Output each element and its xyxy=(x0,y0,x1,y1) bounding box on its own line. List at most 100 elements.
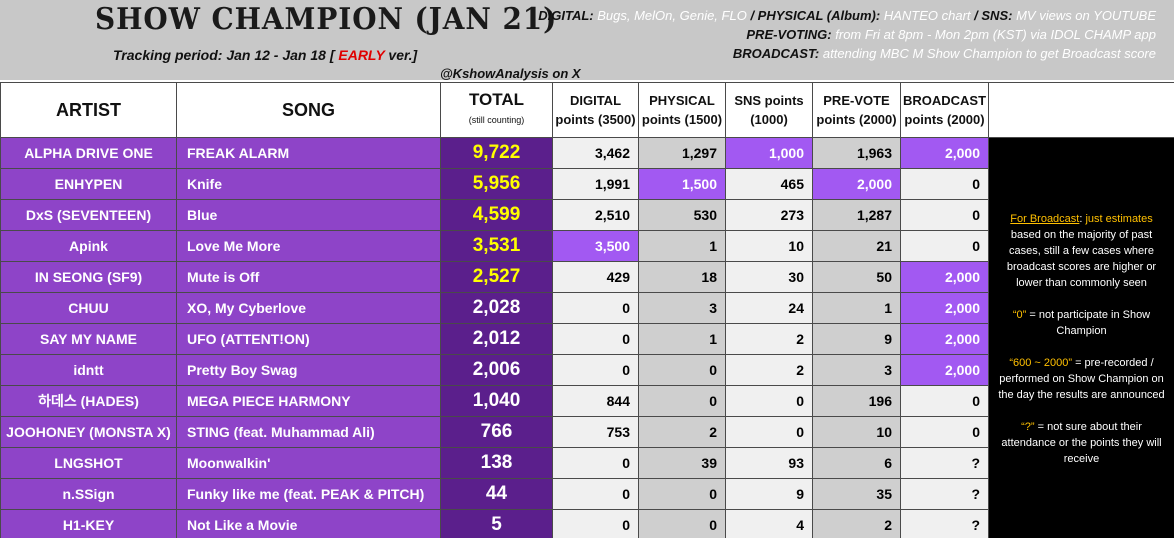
prevote-cell: 6 xyxy=(812,447,901,479)
table-header-row: ARTIST SONG TOTAL (still counting) DIGIT… xyxy=(0,82,1174,138)
prevote-cell: 2,000 xyxy=(812,168,901,200)
prevote-cell: 1,287 xyxy=(812,199,901,231)
col-sns: SNS points (1000) xyxy=(725,82,813,138)
digital-cell: 1,991 xyxy=(552,168,639,200)
song-cell: Moonwalkin' xyxy=(176,447,441,479)
artist-cell: CHUU xyxy=(0,292,177,324)
broadcast-cell: 2,000 xyxy=(900,323,989,355)
digital-value: Bugs, MelOn, Genie, FLO xyxy=(597,8,747,23)
table-row: CHUU XO, My Cyberlove 2,028 0 3 24 1 2,0… xyxy=(0,292,1174,324)
note-zero-text: = not participate in Show Champion xyxy=(1029,309,1151,337)
song-cell: Funky like me (feat. PEAK & PITCH) xyxy=(176,478,441,510)
table-row: DxS (SEVENTEEN) Blue 4,599 2,510 530 273… xyxy=(0,199,1174,231)
header-banner: SHOW CHAMPION (JAN 21) Tracking period: … xyxy=(0,0,1174,81)
physical-cell: 39 xyxy=(638,447,726,479)
artist-cell: idntt xyxy=(0,354,177,386)
note-colon: : xyxy=(1079,213,1083,225)
note-for-broadcast: For Broadcast xyxy=(1010,213,1080,225)
physical-cell: 1,500 xyxy=(638,168,726,200)
physical-cell: 3 xyxy=(638,292,726,324)
page-title: SHOW CHAMPION (JAN 21) xyxy=(95,2,558,37)
song-cell: STING (feat. Muhammad Ali) xyxy=(176,416,441,448)
prevote-cell: 35 xyxy=(812,478,901,510)
early-label: EARLY xyxy=(338,47,385,63)
col-prevote: PRE-VOTE points (2000) xyxy=(812,82,901,138)
sns-cell: 9 xyxy=(725,478,813,510)
col-broadcast: BROADCAST points (2000) xyxy=(900,82,989,138)
prevoting-value: from Fri at 8pm - Mon 2pm (KST) via IDOL… xyxy=(835,27,1156,42)
table-row: SAY MY NAME UFO (ATTENT!ON) 2,012 0 1 2 … xyxy=(0,323,1174,355)
artist-cell: ALPHA DRIVE ONE xyxy=(0,137,177,169)
physical-cell: 2 xyxy=(638,416,726,448)
sns-value: MV views on YOUTUBE xyxy=(1016,8,1156,23)
artist-cell: IN SEONG (SF9) xyxy=(0,261,177,293)
info-line-sources: DIGITAL: Bugs, MelOn, Genie, FLO / PHYSI… xyxy=(538,6,1156,25)
broadcast-cell: 0 xyxy=(900,230,989,262)
broadcast-cell: ? xyxy=(900,478,989,510)
artist-cell: ENHYPEN xyxy=(0,168,177,200)
note-zero-key: “0” xyxy=(1012,309,1027,321)
sns-cell: 0 xyxy=(725,385,813,417)
artist-cell: H1-KEY xyxy=(0,509,177,538)
artist-cell: Apink xyxy=(0,230,177,262)
info-line-prevoting: PRE-VOTING: from Fri at 8pm - Mon 2pm (K… xyxy=(538,25,1156,44)
broadcast-cell: 2,000 xyxy=(900,292,989,324)
sns-cell: 93 xyxy=(725,447,813,479)
prevoting-label: PRE-VOTING: xyxy=(746,27,832,42)
note-q-key: “?” xyxy=(1021,421,1035,433)
broadcast-cell: 0 xyxy=(900,385,989,417)
total-cell: 2,006 xyxy=(440,354,553,386)
scoring-info: DIGITAL: Bugs, MelOn, Genie, FLO / PHYSI… xyxy=(538,6,1156,63)
note-range-key: “600 ~ 2000” xyxy=(1009,357,1073,369)
table-row: H1-KEY Not Like a Movie 5 0 0 4 2 ? xyxy=(0,509,1174,538)
total-cell: 138 xyxy=(440,447,553,479)
sns-cell: 2 xyxy=(725,354,813,386)
col-physical: PHYSICAL points (1500) xyxy=(638,82,726,138)
tracking-suffix: ver.] xyxy=(388,47,418,63)
sns-cell: 24 xyxy=(725,292,813,324)
song-cell: Love Me More xyxy=(176,230,441,262)
physical-cell: 1,297 xyxy=(638,137,726,169)
digital-cell: 3,462 xyxy=(552,137,639,169)
prevote-cell: 50 xyxy=(812,261,901,293)
prevote-cell: 196 xyxy=(812,385,901,417)
physical-cell: 0 xyxy=(638,509,726,538)
sns-cell: 10 xyxy=(725,230,813,262)
digital-cell: 0 xyxy=(552,354,639,386)
table-row: JOOHONEY (MONSTA X) STING (feat. Muhamma… xyxy=(0,416,1174,448)
song-cell: Mute is Off xyxy=(176,261,441,293)
score-table: ARTIST SONG TOTAL (still counting) DIGIT… xyxy=(0,82,1174,538)
physical-cell: 530 xyxy=(638,199,726,231)
total-cell: 4,599 xyxy=(440,199,553,231)
note-estimates-text: based on the majority of past cases, sti… xyxy=(1006,229,1157,289)
artist-cell: SAY MY NAME xyxy=(0,323,177,355)
physical-label: / PHYSICAL (Album): xyxy=(750,8,881,23)
broadcast-cell: 0 xyxy=(900,168,989,200)
broadcast-cell: 2,000 xyxy=(900,261,989,293)
col-total-sub: (still counting) xyxy=(468,115,525,125)
broadcast-cell: 2,000 xyxy=(900,354,989,386)
col-song: SONG xyxy=(176,82,441,138)
total-cell: 5,956 xyxy=(440,168,553,200)
physical-value: HANTEO chart xyxy=(883,8,971,23)
sns-cell: 465 xyxy=(725,168,813,200)
note-question: “?” = not sure about their attendance or… xyxy=(995,419,1168,467)
song-cell: Blue xyxy=(176,199,441,231)
total-cell: 2,028 xyxy=(440,292,553,324)
song-cell: Pretty Boy Swag xyxy=(176,354,441,386)
sns-cell: 0 xyxy=(725,416,813,448)
header-spacer xyxy=(988,82,1174,138)
song-cell: FREAK ALARM xyxy=(176,137,441,169)
sns-cell: 4 xyxy=(725,509,813,538)
sns-cell: 2 xyxy=(725,323,813,355)
broadcast-cell: 0 xyxy=(900,416,989,448)
table-row: n.SSign Funky like me (feat. PEAK & PITC… xyxy=(0,478,1174,510)
broadcast-label: BROADCAST: xyxy=(732,46,820,61)
digital-cell: 0 xyxy=(552,509,639,538)
total-cell: 1,040 xyxy=(440,385,553,417)
digital-cell: 0 xyxy=(552,447,639,479)
table-row: ALPHA DRIVE ONE FREAK ALARM 9,722 3,462 … xyxy=(0,137,1174,538)
total-cell: 2,527 xyxy=(440,261,553,293)
col-total: TOTAL (still counting) xyxy=(440,82,553,138)
sns-cell: 30 xyxy=(725,261,813,293)
